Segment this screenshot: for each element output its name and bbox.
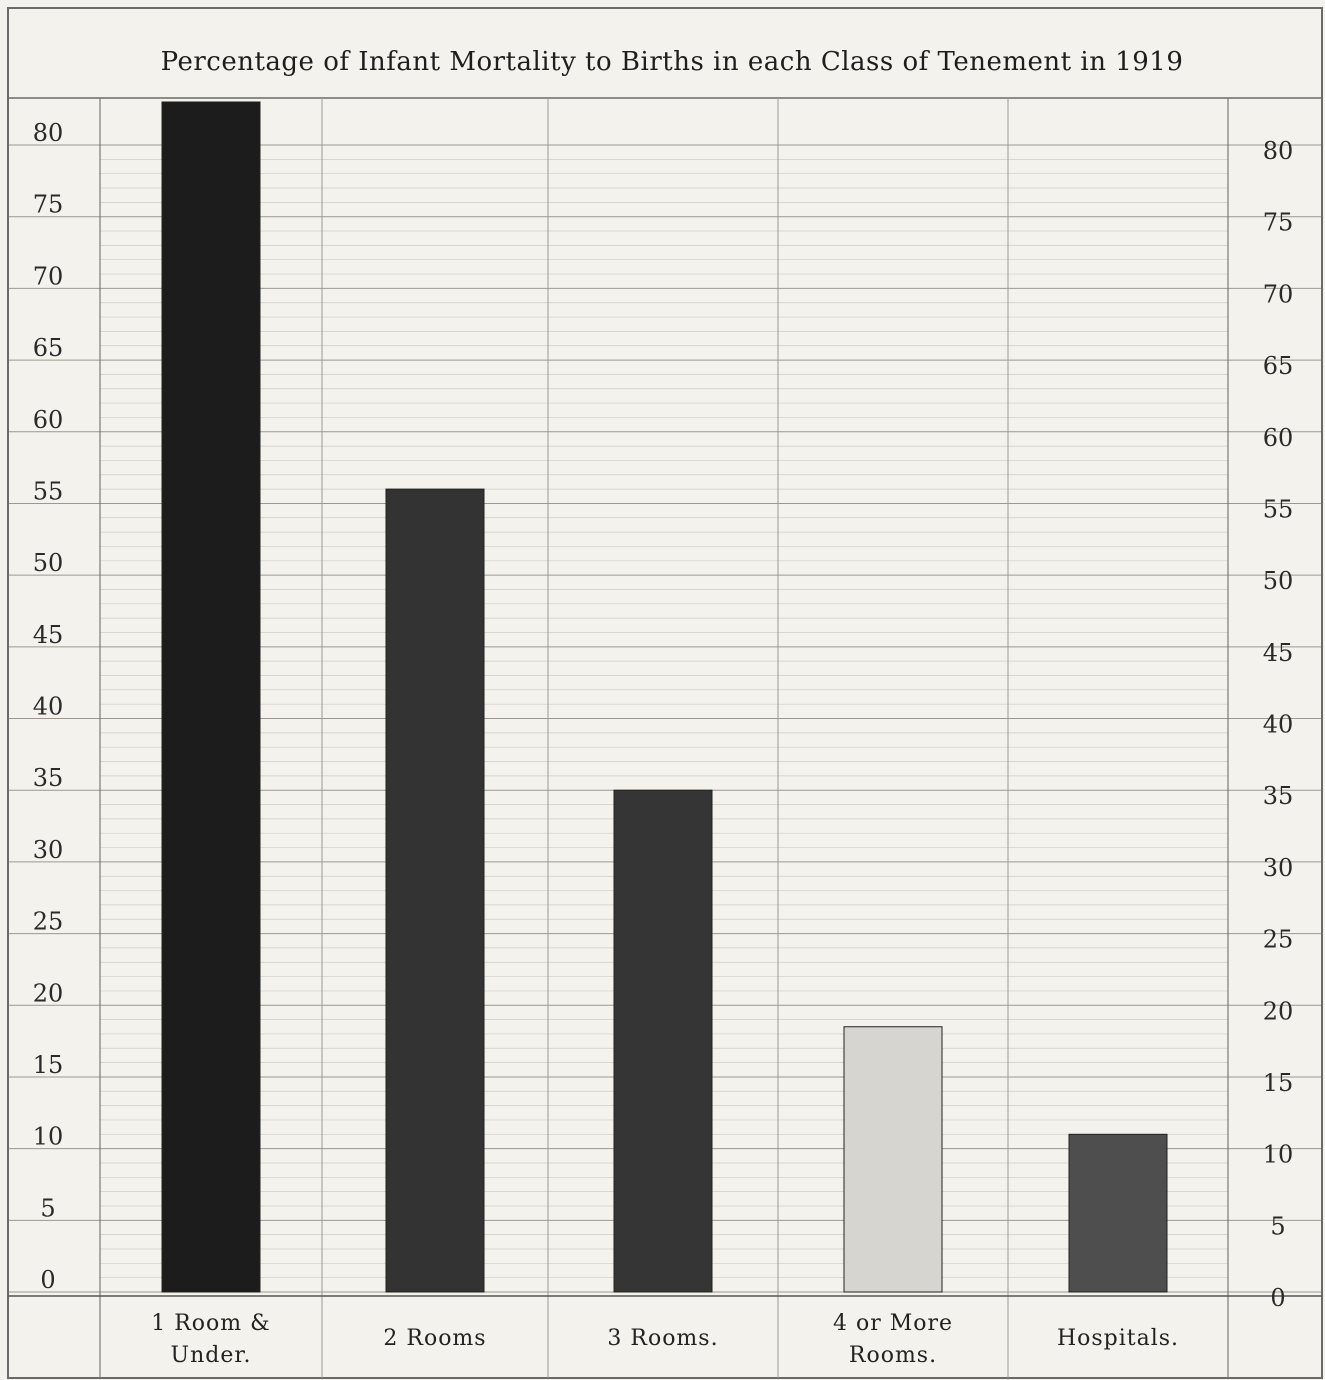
right-tick-label: 10 xyxy=(1263,1141,1294,1169)
left-tick-label: 55 xyxy=(33,477,64,505)
right-tick-label: 30 xyxy=(1263,854,1294,882)
right-tick-label: 20 xyxy=(1263,997,1294,1025)
left-tick-label: 80 xyxy=(33,119,64,147)
right-tick-label: 55 xyxy=(1263,495,1294,523)
left-tick-label: 20 xyxy=(33,979,64,1007)
right-tick-label: 15 xyxy=(1263,1069,1294,1097)
left-tick-label: 75 xyxy=(33,191,64,219)
left-y-axis-ticks: 0 5 10 15 20 25 30 35 40 45 50 55 60 65 70 75 80 xyxy=(33,119,64,1294)
left-tick-label: 70 xyxy=(33,262,64,290)
category-label: 2 Rooms xyxy=(383,1326,486,1351)
outer-border xyxy=(7,7,1323,1379)
category-label: Hospitals. xyxy=(1057,1326,1179,1351)
right-tick-label: 25 xyxy=(1263,926,1294,954)
category-label: Rooms. xyxy=(849,1343,937,1368)
left-tick-label: 40 xyxy=(33,693,64,721)
right-tick-label: 60 xyxy=(1263,424,1294,452)
right-tick-label: 5 xyxy=(1270,1212,1285,1240)
left-tick-label: 45 xyxy=(33,621,64,649)
right-tick-label: 0 xyxy=(1270,1284,1285,1312)
left-tick-label: 35 xyxy=(33,764,64,792)
left-tick-label: 15 xyxy=(33,1051,64,1079)
right-tick-label: 45 xyxy=(1263,639,1294,667)
left-tick-label: 50 xyxy=(33,549,64,577)
bar-series xyxy=(161,101,1168,1293)
left-tick-label: 5 xyxy=(40,1194,55,1222)
category-label: 3 Rooms. xyxy=(607,1326,718,1351)
category-label: Under. xyxy=(171,1343,252,1368)
right-tick-label: 35 xyxy=(1263,782,1294,810)
right-tick-label: 80 xyxy=(1263,137,1294,165)
chart-title: Percentage of Infant Mortality to Births… xyxy=(161,47,1184,77)
right-y-axis-ticks: 0 5 10 15 20 25 30 35 40 45 50 55 60 65 70 75 80 xyxy=(1263,137,1294,1312)
left-tick-label: 60 xyxy=(33,406,64,434)
category-label: 4 or More xyxy=(833,1311,953,1336)
right-tick-label: 40 xyxy=(1263,711,1294,739)
bar xyxy=(1068,1133,1168,1293)
bar xyxy=(385,488,485,1293)
right-tick-label: 75 xyxy=(1263,209,1294,237)
right-tick-label: 50 xyxy=(1263,567,1294,595)
left-tick-label: 0 xyxy=(40,1266,55,1294)
right-tick-label: 70 xyxy=(1263,280,1294,308)
left-tick-label: 25 xyxy=(33,908,64,936)
right-tick-label: 65 xyxy=(1263,352,1294,380)
left-tick-label: 10 xyxy=(33,1123,64,1151)
bar xyxy=(843,1026,943,1293)
bar xyxy=(161,101,261,1293)
left-tick-label: 30 xyxy=(33,836,64,864)
category-label: 1 Room & xyxy=(151,1311,270,1336)
category-labels: 1 Room & Under. 2 Rooms 3 Rooms. 4 or More Ro… xyxy=(151,1311,1179,1368)
left-tick-label: 65 xyxy=(33,334,64,362)
chart-frame xyxy=(7,7,1323,1379)
bar xyxy=(613,789,713,1293)
